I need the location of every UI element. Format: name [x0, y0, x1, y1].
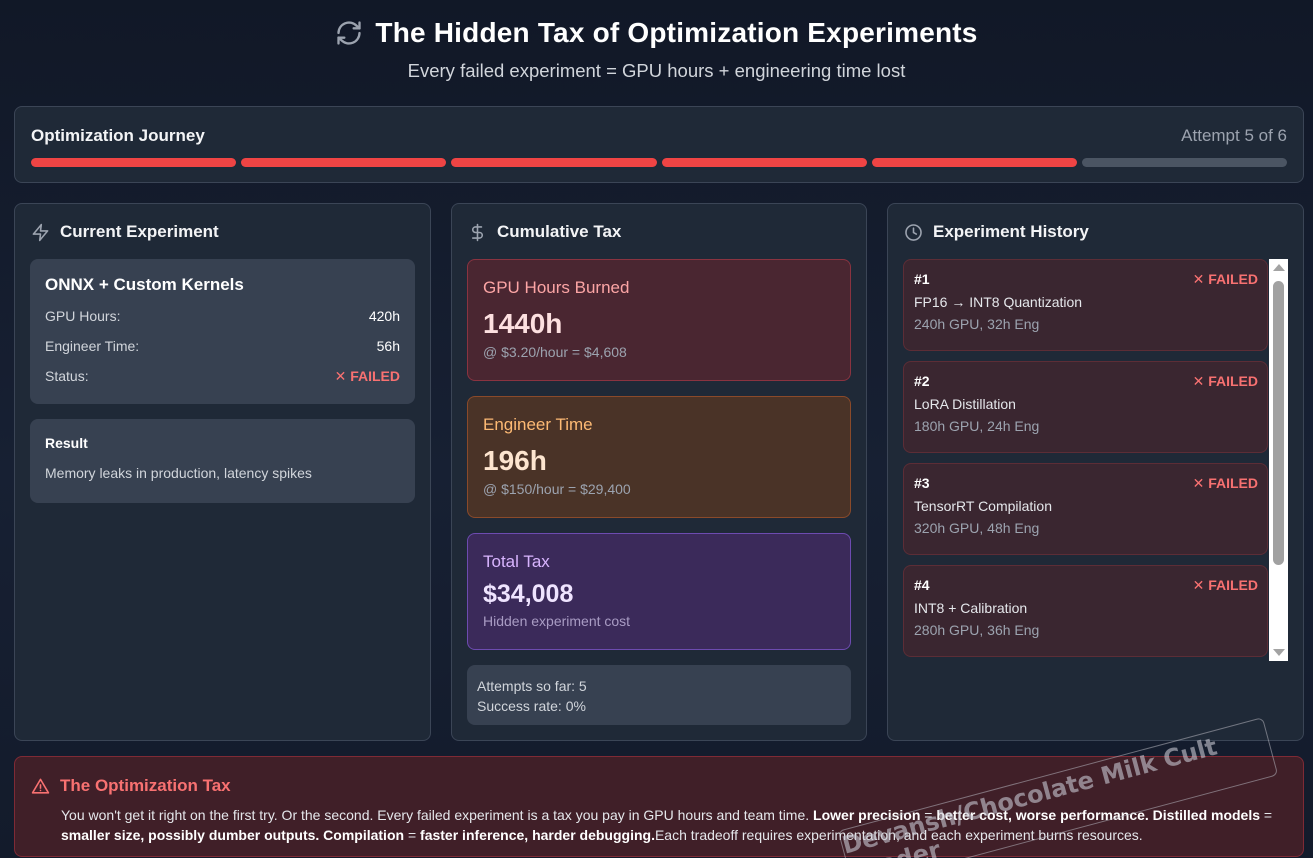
gpu-hours-row: GPU Hours: 420h	[45, 308, 400, 338]
history-item-status: ✕ FAILED	[1192, 475, 1258, 491]
experiment-history-panel: Experiment History #1 ✕ FAILED FP16 → IN…	[887, 203, 1304, 741]
page-header: The Hidden Tax of Optimization Experimen…	[0, 14, 1313, 82]
total-tax-card: Total Tax $34,008 Hidden experiment cost	[467, 533, 851, 650]
history-scrollbar[interactable]	[1269, 259, 1288, 661]
result-text: Memory leaks in production, latency spik…	[45, 465, 312, 481]
history-item-name: INT8 + Calibration	[914, 600, 1028, 616]
history-item-status: ✕ FAILED	[1192, 577, 1258, 593]
history-item-meta: 280h GPU, 36h Eng	[914, 622, 1040, 638]
refresh-icon	[335, 19, 363, 47]
attempt-counter: Attempt 5 of 6	[1181, 126, 1287, 145]
optimization-journey: Optimization Journey Attempt 5 of 6	[14, 106, 1304, 183]
warning-text-part: =	[1260, 807, 1273, 823]
experiment-card: ONNX + Custom Kernels GPU Hours: 420h En…	[30, 259, 415, 404]
progress-segment-6	[1081, 158, 1288, 167]
status-badge: ✕ FAILED	[334, 368, 400, 384]
warning-triangle-icon	[31, 777, 50, 796]
history-item: #2 ✕ FAILED LoRA Distillation 180h GPU, …	[903, 361, 1268, 453]
history-item-name: FP16 → INT8 Quantization	[914, 294, 1083, 310]
gpu-hours-card: GPU Hours Burned 1440h @ $3.20/hour = $4…	[467, 259, 851, 381]
scroll-down-arrow-icon[interactable]	[1273, 649, 1285, 656]
gpu-hours-burned-label: GPU Hours Burned	[483, 278, 630, 297]
gpu-hours-value: 420h	[368, 308, 400, 324]
status-row: Status: ✕ FAILED	[45, 368, 400, 398]
page-title: The Hidden Tax of Optimization Experimen…	[375, 17, 978, 48]
panel-title: Cumulative Tax	[497, 222, 622, 241]
engineer-time-card: Engineer Time 196h @ $150/hour = $29,400	[467, 396, 851, 518]
warning-emphasis: Lower precision	[813, 807, 921, 823]
total-tax-value: $34,008	[483, 580, 574, 608]
history-item-number: #3	[914, 475, 930, 491]
history-item: #3 ✕ FAILED TensorRT Compilation 320h GP…	[903, 463, 1268, 555]
progress-segment-3	[451, 158, 657, 167]
history-list[interactable]: #1 ✕ FAILED FP16 → INT8 Quantization 240…	[903, 259, 1276, 661]
history-item-meta: 180h GPU, 24h Eng	[914, 418, 1040, 434]
panel-header: Current Experiment	[31, 222, 219, 242]
lightning-icon	[31, 223, 50, 242]
engineer-time-total-label: Engineer Time	[483, 415, 593, 434]
gpu-hours-burned-value: 1440h	[483, 308, 563, 339]
engineer-time-total-value: 196h	[483, 445, 547, 476]
total-tax-detail: Hidden experiment cost	[483, 613, 631, 629]
optimization-tax-warning: The Optimization Tax You won't get it ri…	[14, 756, 1304, 857]
current-experiment-panel: Current Experiment ONNX + Custom Kernels…	[14, 203, 431, 741]
result-card: Result Memory leaks in production, laten…	[30, 419, 415, 503]
progress-segment-4	[661, 158, 867, 167]
warning-title: The Optimization Tax	[60, 776, 231, 795]
history-item-name: TensorRT Compilation	[914, 498, 1052, 514]
engineer-cost-detail: @ $150/hour = $29,400	[483, 481, 631, 497]
result-label: Result	[45, 435, 88, 451]
experiment-name: ONNX + Custom Kernels	[45, 275, 244, 294]
gpu-cost-detail: @ $3.20/hour = $4,608	[483, 344, 627, 360]
warning-text: You won't get it right on the first try.…	[61, 805, 1293, 845]
gpu-hours-label: GPU Hours:	[45, 308, 121, 324]
warning-emphasis: better cost, worse performance. Distille…	[936, 807, 1261, 823]
engineer-time-value: 56h	[376, 338, 400, 354]
page-subtitle: Every failed experiment = GPU hours + en…	[407, 60, 906, 81]
panel-title: Experiment History	[933, 222, 1089, 241]
stats-card: Attempts so far: 5 Success rate: 0%	[467, 665, 851, 725]
history-item-status: ✕ FAILED	[1192, 271, 1258, 287]
warning-text-part: You won't get it right on the first try.…	[61, 807, 814, 823]
clock-icon	[904, 223, 923, 242]
warning-header: The Optimization Tax	[31, 776, 231, 796]
history-item-number: #1	[914, 271, 930, 287]
panel-header: Experiment History	[904, 222, 1089, 242]
scroll-up-arrow-icon[interactable]	[1273, 264, 1285, 271]
progress-segment-5	[871, 158, 1077, 167]
success-rate: Success rate: 0%	[477, 698, 586, 714]
history-item-status: ✕ FAILED	[1192, 373, 1258, 389]
journey-progress	[31, 158, 1288, 167]
history-item-meta: 320h GPU, 48h Eng	[914, 520, 1040, 536]
history-item-number: #2	[914, 373, 930, 389]
attempts-count: Attempts so far: 5	[477, 678, 587, 694]
progress-segment-1	[31, 158, 237, 167]
history-item: #4 ✕ FAILED INT8 + Calibration 280h GPU,…	[903, 565, 1268, 657]
total-tax-label: Total Tax	[483, 552, 550, 571]
panel-header: Cumulative Tax	[468, 222, 621, 242]
journey-title: Optimization Journey	[31, 126, 205, 145]
engineer-time-label: Engineer Time:	[45, 338, 140, 354]
warning-emphasis: faster inference, harder debugging.	[420, 827, 655, 843]
engineer-time-row: Engineer Time: 56h	[45, 338, 400, 368]
warning-emphasis: smaller size, possibly dumber outputs. C…	[61, 827, 405, 843]
scroll-thumb[interactable]	[1273, 281, 1284, 565]
warning-text-part: =	[920, 807, 937, 823]
history-item-name: LoRA Distillation	[914, 396, 1016, 412]
progress-segment-2	[241, 158, 447, 167]
title-row: The Hidden Tax of Optimization Experimen…	[0, 14, 1313, 52]
warning-text-part: Each tradeoff requires experimentation, …	[654, 827, 1143, 843]
warning-text-part: =	[404, 827, 421, 843]
status-label: Status:	[45, 368, 89, 384]
panel-title: Current Experiment	[60, 222, 219, 241]
history-item-number: #4	[914, 577, 930, 593]
dollar-icon	[468, 223, 487, 242]
history-item: #1 ✕ FAILED FP16 → INT8 Quantization 240…	[903, 259, 1268, 351]
history-item-meta: 240h GPU, 32h Eng	[914, 316, 1040, 332]
cumulative-tax-panel: Cumulative Tax GPU Hours Burned 1440h @ …	[451, 203, 867, 741]
